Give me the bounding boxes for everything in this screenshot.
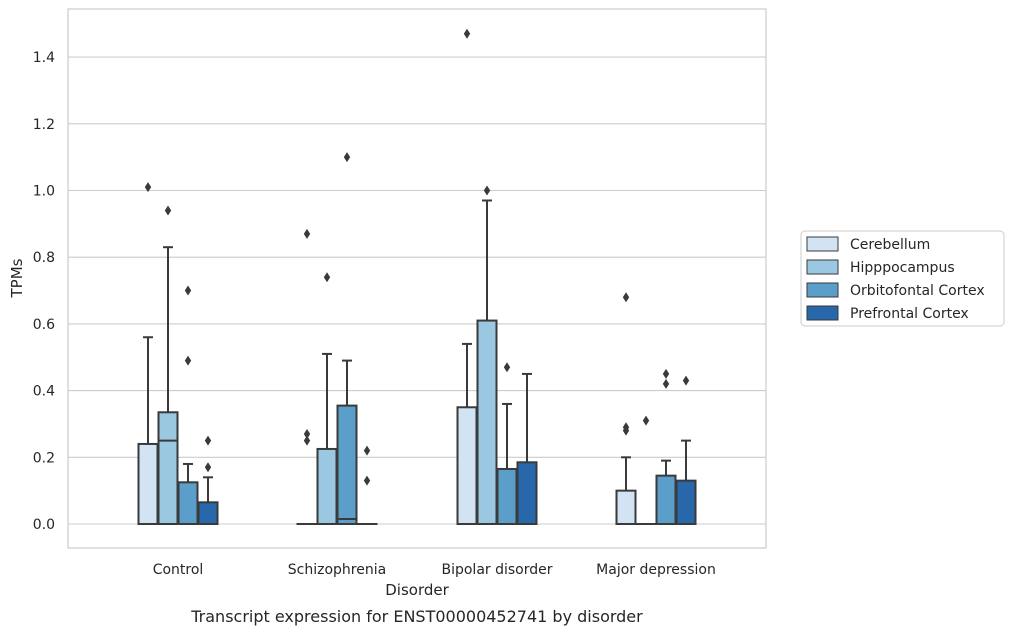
legend-frame (800, 230, 1005, 327)
legend-swatch (806, 305, 839, 321)
x-tick-label: Major depression (596, 562, 716, 578)
x-tick-label: Schizophrenia (288, 562, 386, 578)
outlier-point (622, 292, 630, 303)
y-tick-label: 0.2 (33, 450, 55, 466)
outlier-point (323, 272, 331, 283)
outlier-point (184, 285, 192, 296)
y-tick-labels: 0.0 0.2 0.4 0.6 0.8 1.0 1.2 1.4 (33, 50, 55, 533)
y-tick-label: 0.0 (33, 517, 55, 533)
box (316, 447, 338, 525)
y-tick-label: 1.0 (33, 184, 55, 200)
box (675, 479, 697, 525)
legend-entry-label: Prefrontal Cortex (850, 306, 969, 322)
box-series (137, 28, 697, 526)
outlier-point (642, 415, 650, 426)
x-tick-labels: Control Schizophrenia Bipolar disorder Majo… (153, 562, 716, 578)
box (496, 467, 518, 526)
box (157, 411, 179, 525)
chart-caption: Transcript expression for ENST0000045274… (190, 607, 643, 626)
outlier-point (483, 185, 491, 196)
series-orbitofontal-cortex (177, 152, 677, 526)
outlier-point (662, 378, 670, 389)
box (336, 404, 358, 526)
x-axis-label: Disorder (385, 581, 449, 599)
outlier-point (682, 375, 690, 386)
outlier-point (204, 462, 212, 473)
box (516, 461, 538, 525)
outlier-point (303, 228, 311, 239)
legend-entry-label: Hipppocampus (850, 260, 955, 276)
y-tick-label: 1.2 (33, 117, 55, 133)
outlier-point (363, 445, 371, 456)
y-axis-label: TPMs (8, 258, 26, 298)
outlier-point (144, 182, 152, 193)
legend-entry-label: Cerebellum (850, 237, 930, 253)
box (456, 406, 478, 525)
outlier-point (303, 428, 311, 439)
outlier-point (184, 355, 192, 366)
legend-swatch (806, 282, 839, 298)
box (177, 481, 199, 525)
legend-swatch (806, 259, 839, 275)
legend: Cerebellum Hipppocampus Orbitofontal Corte… (800, 230, 1005, 327)
box (137, 442, 159, 525)
outlier-point (303, 435, 311, 446)
plot-frame (67, 8, 767, 549)
y-tick-label: 0.6 (33, 317, 55, 333)
outlier-point (204, 435, 212, 446)
y-tick-label: 0.8 (33, 250, 55, 266)
outlier-point (662, 368, 670, 379)
series-cerebellum (137, 28, 637, 526)
box (615, 489, 637, 525)
x-tick-label: Bipolar disorder (441, 562, 552, 578)
legend-entry-label: Orbitofontal Cortex (850, 283, 985, 299)
y-tick-label: 0.4 (33, 384, 55, 400)
box (197, 501, 219, 526)
series-hipppocampus (157, 185, 657, 526)
outlier-point (463, 28, 471, 39)
outlier-point (503, 362, 511, 373)
y-tick-label: 1.4 (33, 50, 55, 66)
outlier-point (622, 422, 630, 433)
outlier-point (363, 475, 371, 486)
box (655, 474, 677, 525)
outlier-point (343, 152, 351, 163)
series-prefrontal-cortex (197, 372, 697, 526)
legend-swatch (806, 236, 839, 252)
outlier-point (164, 205, 172, 216)
box (476, 319, 498, 525)
x-tick-label: Control (153, 562, 204, 578)
